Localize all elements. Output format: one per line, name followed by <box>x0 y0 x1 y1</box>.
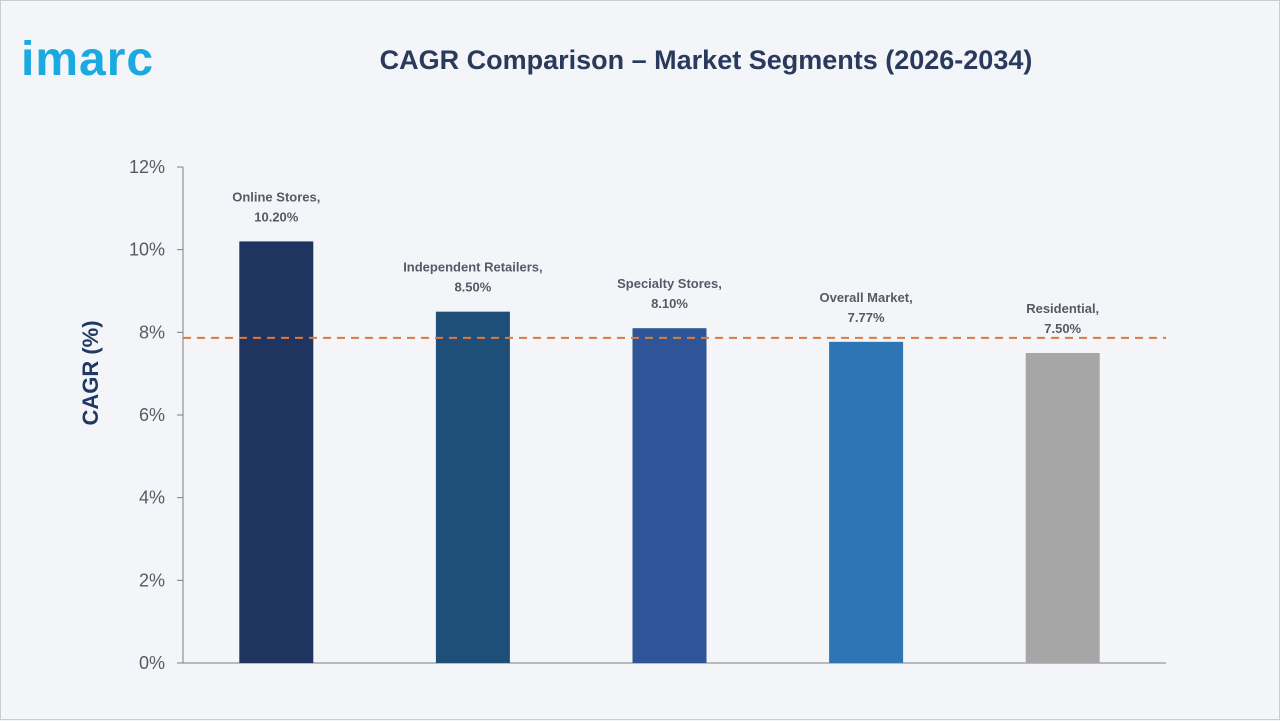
bar-data-label: Specialty Stores, 8.10% <box>617 276 722 311</box>
y-tick-label: 2% <box>139 570 165 590</box>
data-labels-layer: Online Stores, 10.20% Independent Retailer… <box>232 189 1099 336</box>
bar <box>1025 353 1100 663</box>
y-tick-label: 12% <box>129 157 165 177</box>
bars-layer <box>239 241 1100 663</box>
bar <box>239 241 314 663</box>
y-tick-label: 10% <box>129 240 165 260</box>
bar <box>829 341 904 663</box>
logo-text: imarc <box>21 33 154 86</box>
y-axis-label: CAGR (%) <box>78 320 103 425</box>
bar <box>632 328 707 663</box>
y-tick-label: 0% <box>139 653 165 673</box>
bar <box>435 311 510 663</box>
bar-data-label: Independent Retailers, 8.50% <box>403 260 542 295</box>
y-tick-label: 8% <box>139 322 165 342</box>
y-tick-label: 4% <box>139 488 165 508</box>
axes-layer: 0% 2% 4% 6% 8% 10% 12% <box>129 157 1166 673</box>
y-tick-label: 6% <box>139 405 165 425</box>
chart-title: CAGR Comparison – Market Segments (2026-… <box>379 45 1033 75</box>
bar-data-label: Residential, 7.50% <box>1026 301 1099 336</box>
bar-data-label: Overall Market, 7.77% <box>819 290 912 325</box>
bar-data-label: Online Stores, 10.20% <box>232 189 320 224</box>
imarc-logo: imarc <box>21 33 154 86</box>
